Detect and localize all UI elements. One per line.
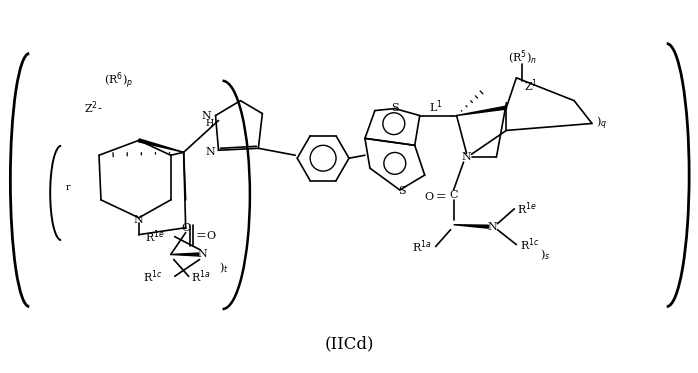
Text: N: N: [206, 147, 216, 157]
Text: (R$^5$)$_n$: (R$^5$)$_n$: [508, 49, 537, 67]
Text: N: N: [487, 222, 497, 232]
Text: O: O: [424, 192, 433, 202]
Polygon shape: [138, 139, 184, 152]
Text: Z$^1$: Z$^1$: [524, 78, 538, 94]
Text: R$^{1e}$: R$^{1e}$: [145, 228, 165, 245]
Text: (R$^6$)$_p$: (R$^6$)$_p$: [105, 70, 133, 91]
Text: C: C: [450, 190, 458, 200]
Text: L$^1$: L$^1$: [429, 98, 443, 115]
Polygon shape: [171, 253, 199, 256]
Text: (IICd): (IICd): [325, 335, 373, 352]
Text: C: C: [181, 223, 190, 233]
Text: N: N: [202, 110, 211, 120]
Text: S: S: [391, 103, 399, 113]
Text: =: =: [436, 191, 446, 203]
Text: =: =: [195, 229, 206, 242]
Text: R$^{1c}$: R$^{1c}$: [520, 236, 540, 253]
Text: R$^{1c}$: R$^{1c}$: [143, 268, 163, 285]
Text: H: H: [205, 119, 214, 128]
Text: )$_s$: )$_s$: [540, 247, 551, 262]
Text: R$^{1a}$: R$^{1a}$: [191, 268, 210, 285]
Text: r: r: [66, 184, 70, 192]
Text: R$^{1a}$: R$^{1a}$: [412, 238, 431, 255]
Text: O: O: [206, 231, 215, 241]
Text: N: N: [461, 152, 471, 162]
Polygon shape: [454, 225, 489, 228]
Text: )$_q$: )$_q$: [596, 115, 607, 132]
Text: Z$^2$-: Z$^2$-: [84, 99, 103, 116]
Polygon shape: [456, 106, 507, 116]
Text: N: N: [134, 215, 144, 225]
Text: )$_t$: )$_t$: [218, 260, 228, 275]
Text: R$^{1e}$: R$^{1e}$: [517, 201, 537, 217]
Text: S: S: [398, 186, 406, 196]
Text: N: N: [198, 250, 207, 260]
